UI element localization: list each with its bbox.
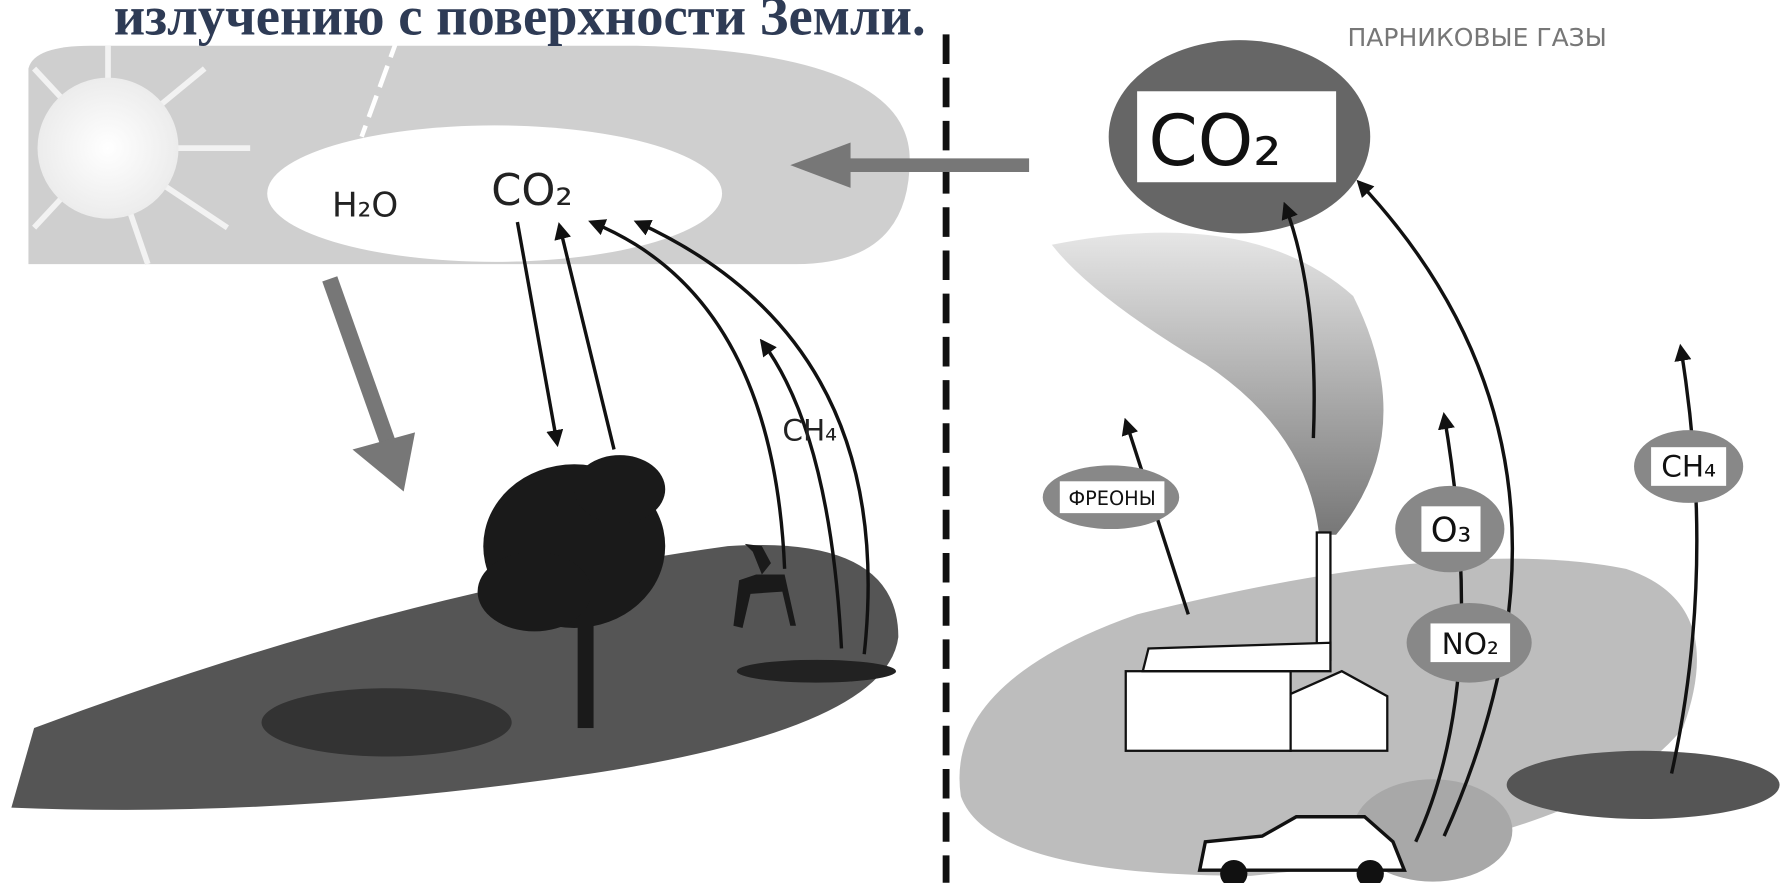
arrow bbox=[588, 219, 787, 569]
sun-ray bbox=[359, 5, 412, 138]
freons-label: ФРЕОНЫ bbox=[1068, 487, 1155, 510]
arrow bbox=[515, 221, 564, 448]
label-box bbox=[1651, 447, 1727, 486]
bushes bbox=[261, 688, 512, 757]
label-box bbox=[1430, 623, 1511, 663]
factory bbox=[1124, 641, 1389, 752]
deer bbox=[733, 543, 796, 628]
no2-label: NO₂ bbox=[1442, 627, 1499, 661]
co2-label: CO₂ bbox=[491, 166, 573, 216]
arrow bbox=[1669, 343, 1699, 774]
car bbox=[1197, 815, 1407, 883]
ground-left bbox=[11, 544, 899, 810]
ch4-label: CH₄ bbox=[782, 413, 837, 447]
corner-label: ПАРНИКОВЫЕ ГАЗЫ bbox=[1347, 23, 1606, 52]
arrow bbox=[759, 338, 844, 649]
plume bbox=[1051, 232, 1384, 535]
tree bbox=[477, 455, 666, 729]
sunlight-arrow bbox=[322, 276, 400, 458]
o3-label: O₃ bbox=[1431, 511, 1472, 551]
co2-big-label: CO₂ bbox=[1148, 100, 1281, 182]
label-box bbox=[1059, 481, 1165, 514]
h2o-label: H₂O bbox=[332, 185, 398, 225]
arrow bbox=[633, 219, 870, 655]
ch4-right-label: CH₄ bbox=[1661, 450, 1716, 484]
arrow bbox=[554, 222, 616, 450]
co2-box bbox=[1137, 91, 1337, 183]
sun bbox=[32, 45, 251, 266]
grass bbox=[736, 659, 897, 683]
title: излучению с поверхности Земли. bbox=[114, 0, 926, 46]
bushes bbox=[1506, 750, 1780, 820]
arrow bbox=[1356, 179, 1515, 837]
sunlight-arrowhead bbox=[352, 432, 416, 492]
arrow bbox=[1281, 201, 1316, 439]
transfer-arrowhead bbox=[790, 142, 851, 188]
chimney bbox=[1315, 531, 1332, 661]
label-box bbox=[1421, 506, 1481, 552]
